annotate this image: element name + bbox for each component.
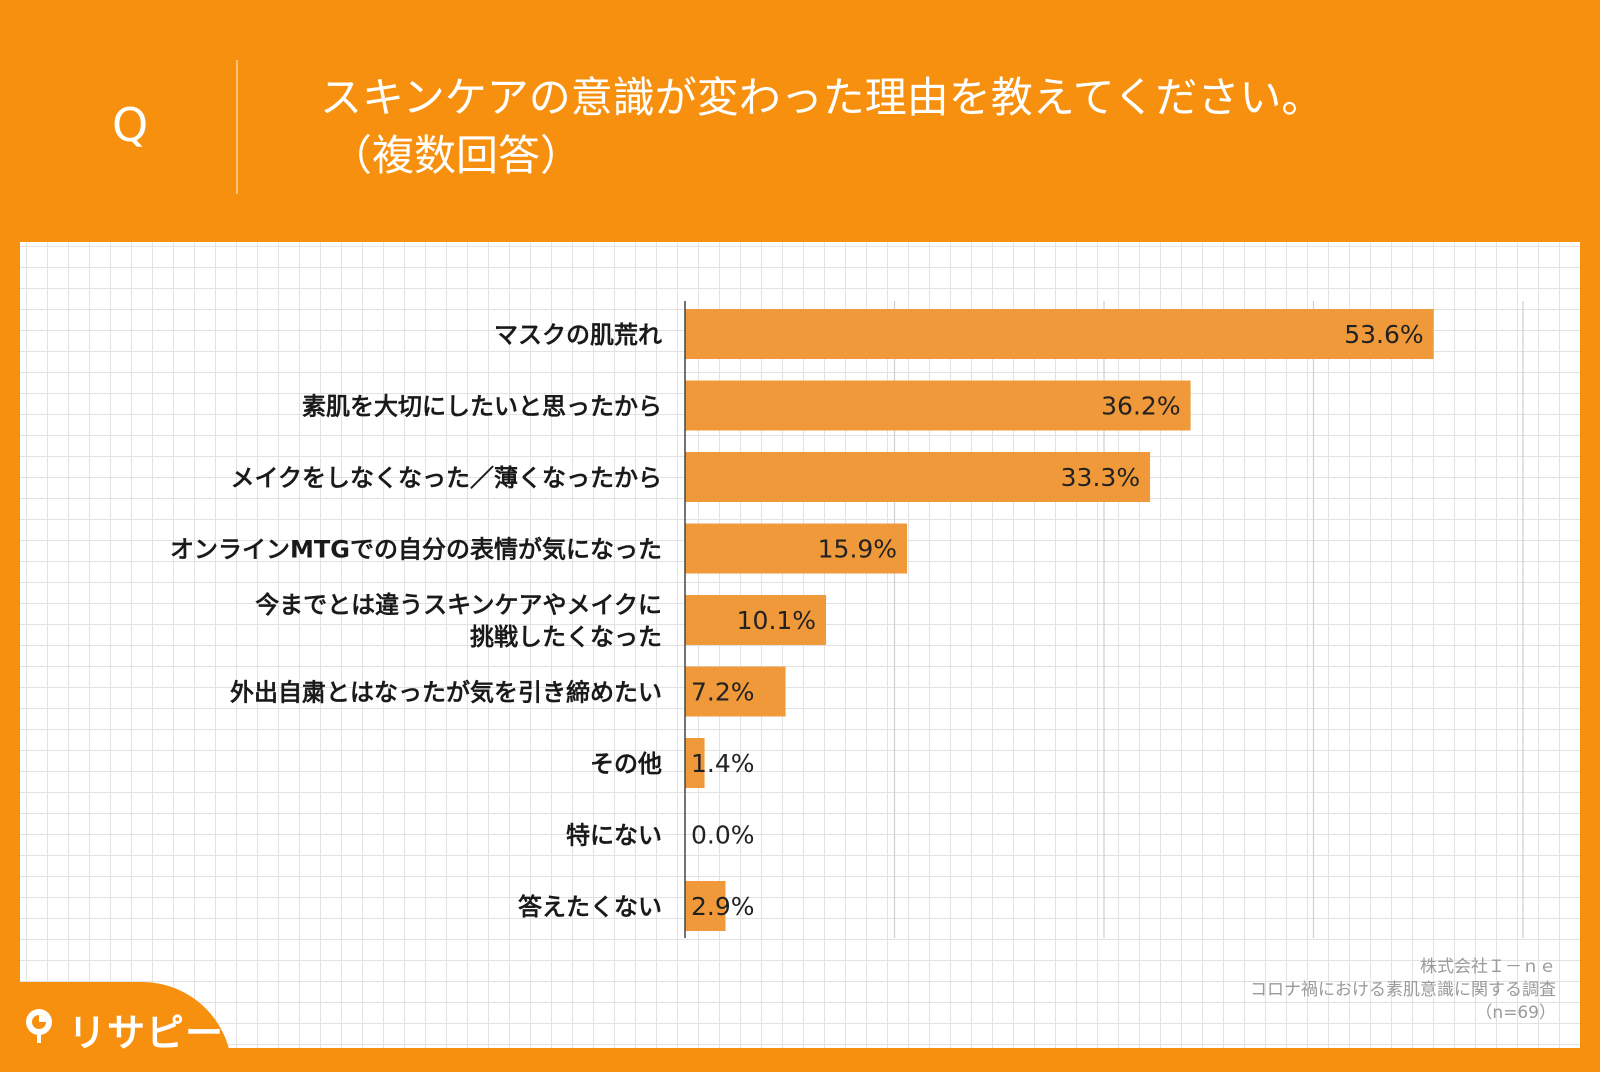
chart-panel xyxy=(20,242,1580,1050)
category-label: 特にない xyxy=(566,822,662,850)
page-title: スキンケアの意識が変わった理由を教えてください。 xyxy=(320,73,1324,122)
bar xyxy=(685,380,1191,431)
bottom-bar xyxy=(0,1048,1600,1067)
logo-text: リサピー xyxy=(68,1011,225,1055)
data-label: 36.2% xyxy=(1101,392,1180,421)
category-label: オンラインMTGでの自分の表情が気になった xyxy=(170,536,662,564)
data-label: 53.6% xyxy=(1344,320,1423,349)
bar xyxy=(685,666,786,717)
bar xyxy=(685,595,827,645)
header: Q スキンケアの意識が変わった理由を教えてください。 （複数回答） xyxy=(0,0,1600,240)
credit-sample: （n=69） xyxy=(1475,1003,1556,1023)
page-subtitle: （複数回答） xyxy=(330,131,583,180)
header-divider xyxy=(236,60,238,194)
category-label: メイクをしなくなった／薄くなったから xyxy=(230,464,662,492)
category-label: その他 xyxy=(590,750,662,778)
bar xyxy=(685,452,1151,502)
category-label: 答えたくない xyxy=(518,893,662,921)
data-label: 0.0% xyxy=(691,821,755,850)
credit-company: 株式会社Ｉ－ｎｅ xyxy=(1420,957,1556,977)
category-label: マスクの肌荒れ xyxy=(494,321,662,349)
bar xyxy=(685,881,726,931)
category-label: 外出自粛とはなったが気を引き締めたい xyxy=(230,679,662,707)
data-label: 33.3% xyxy=(1061,463,1140,492)
credit-survey: コロナ禍における素肌意識に関する調査 xyxy=(1250,980,1556,1000)
logo-pin-icon xyxy=(26,1009,52,1043)
category-label: 素肌を大切にしたいと思ったから xyxy=(302,393,662,421)
data-label: 1.4% xyxy=(691,749,755,778)
credit: 株式会社Ｉ－ｎｅ コロナ禍における素肌意識に関する調査 （n=69） xyxy=(1250,956,1556,1025)
data-label: 10.1% xyxy=(737,606,816,635)
bar xyxy=(685,738,705,788)
bar xyxy=(685,523,908,574)
data-label: 2.9% xyxy=(691,892,755,921)
category-label: 今までとは違うスキンケアやメイクに挑戦したくなった xyxy=(255,591,662,651)
bar xyxy=(685,309,1434,359)
q-label: Q xyxy=(112,98,149,152)
data-label: 7.2% xyxy=(691,678,755,707)
data-label: 15.9% xyxy=(818,535,897,564)
